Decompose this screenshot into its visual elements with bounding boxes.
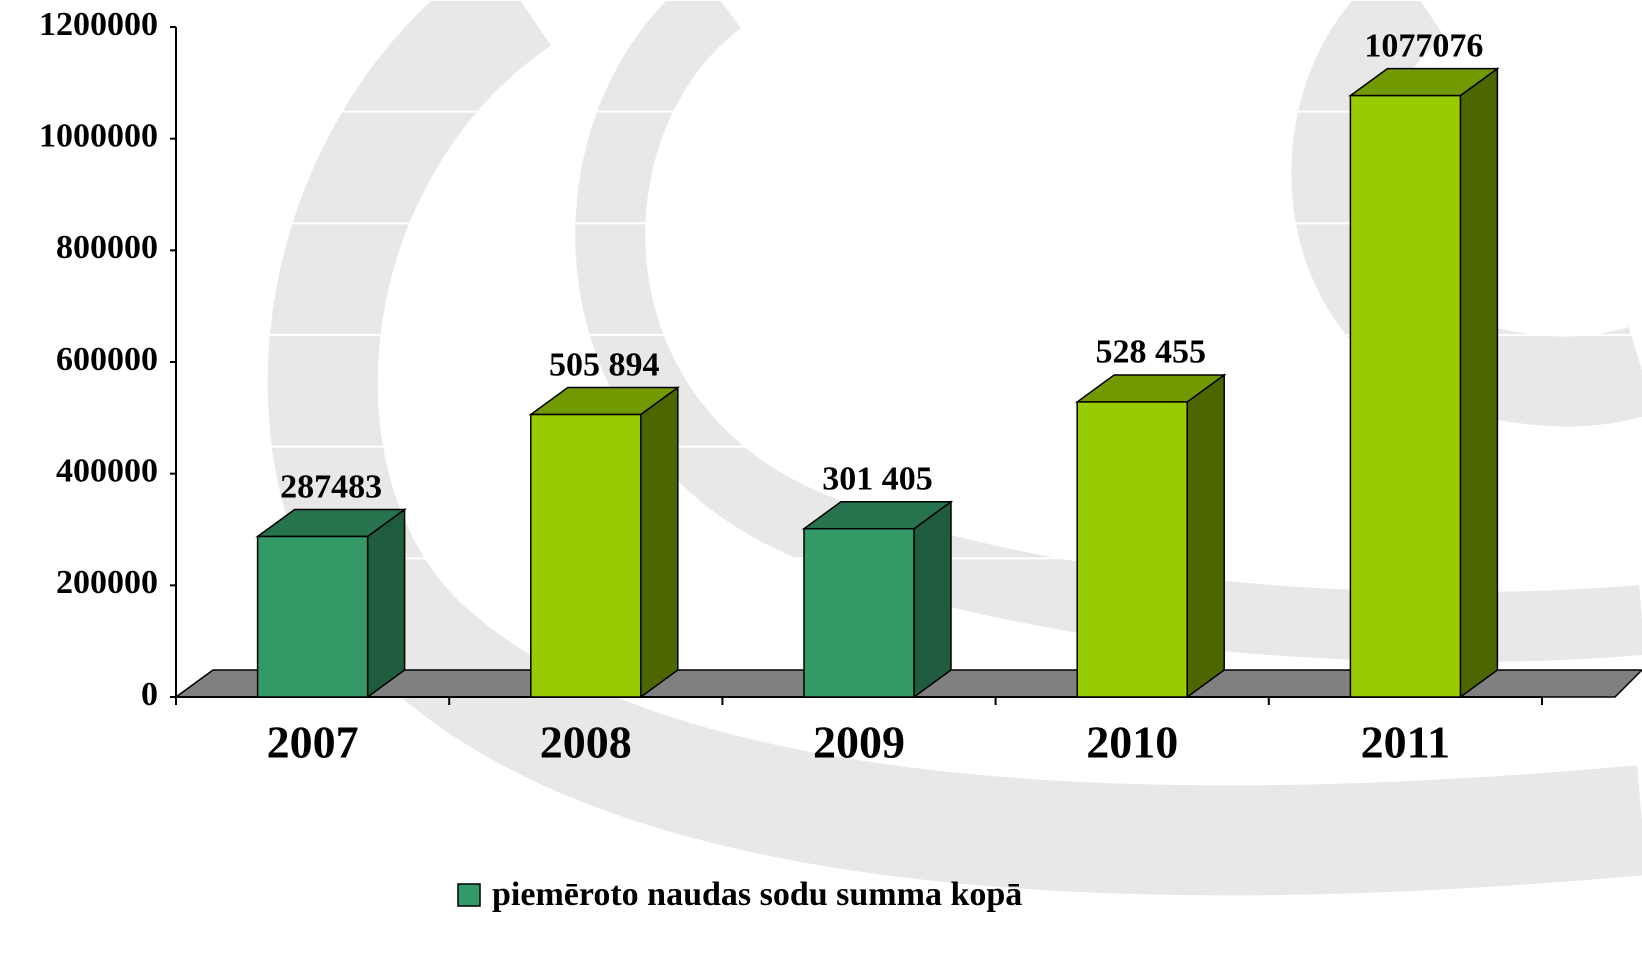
value-label: 301 405: [822, 461, 933, 498]
bar: [803, 527, 915, 698]
y-tick-label: 400000: [56, 452, 158, 489]
y-tick-label: 0: [141, 676, 158, 713]
y-tick-label: 1000000: [39, 117, 158, 154]
y-tick-label: 800000: [56, 229, 158, 266]
value-label: 1077076: [1364, 27, 1483, 64]
value-label: 528 455: [1095, 334, 1206, 371]
value-label: 505 894: [549, 346, 660, 383]
bar: [530, 413, 642, 698]
x-tick-label: 2007: [267, 717, 359, 768]
legend-swatch: [457, 883, 481, 907]
x-tick-label: 2008: [540, 717, 632, 768]
x-tick-label: 2010: [1086, 717, 1178, 768]
x-tick-label: 2011: [1361, 717, 1450, 768]
y-tick-label: 600000: [56, 341, 158, 378]
bar-side: [1186, 373, 1225, 699]
bar-side: [913, 500, 952, 699]
y-tick-label: 1200000: [39, 6, 158, 43]
bar: [256, 535, 369, 698]
bar: [1076, 401, 1188, 698]
value-label: 287483: [280, 468, 382, 505]
legend-label: piemēroto naudas sodu summa kopā: [492, 876, 1022, 913]
bar-side: [366, 508, 406, 699]
y-tick-label: 200000: [56, 564, 158, 601]
bar-side: [640, 386, 679, 699]
bar-side: [1459, 67, 1499, 699]
x-tick-label: 2009: [813, 717, 905, 768]
bar: [1349, 94, 1462, 698]
